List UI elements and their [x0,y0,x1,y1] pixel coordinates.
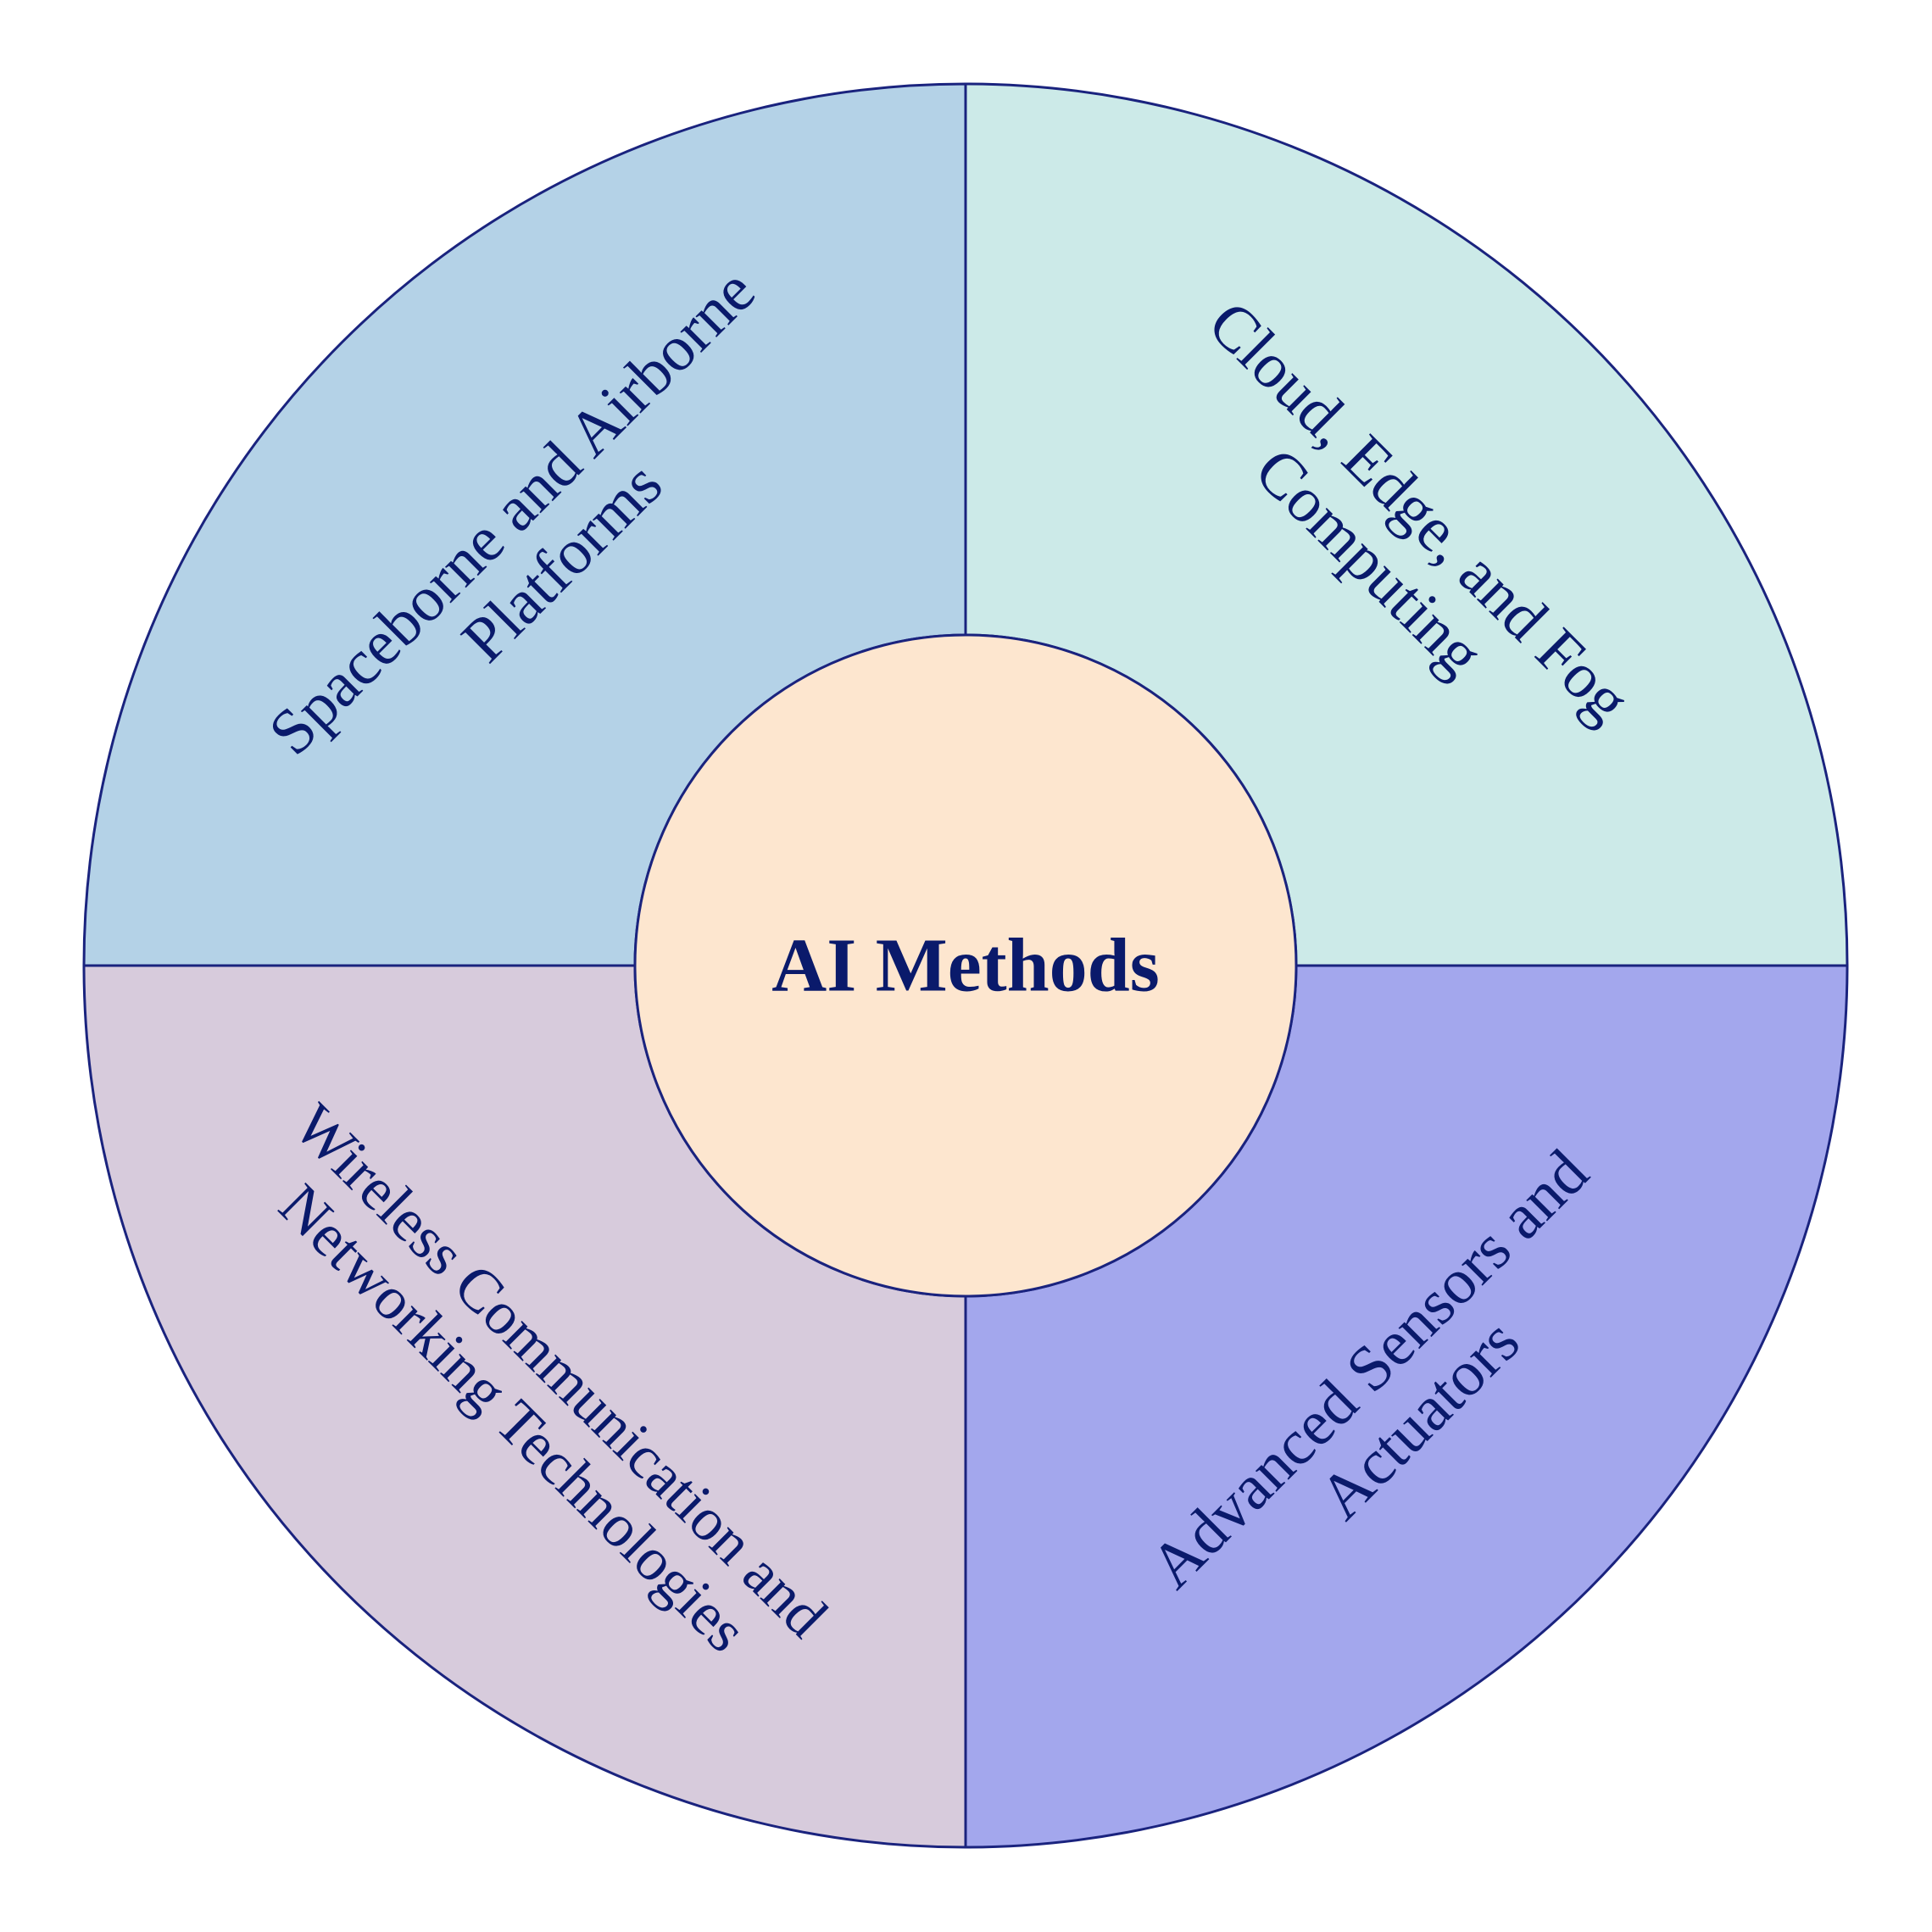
diagram-container: AI MethodsCloud, Edge, and FogComputingA… [0,0,1932,1932]
radial-diagram: AI MethodsCloud, Edge, and FogComputingA… [0,0,1932,1932]
center-label: AI Methods [771,924,1160,1008]
